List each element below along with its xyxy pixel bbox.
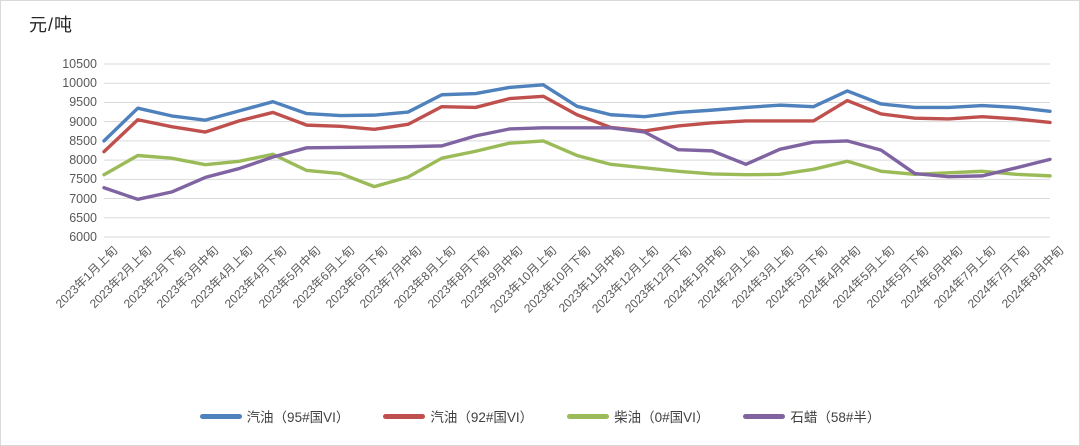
- line-gasoline-92: [102, 94, 1052, 154]
- line-gasoline-95: [102, 83, 1052, 143]
- legend-item-gasoline-92: 汽油（92#国VI）: [383, 406, 533, 426]
- y-axis-tick-label: 6000: [69, 230, 97, 244]
- y-axis-tick-label: 10000: [62, 76, 97, 91]
- legend-label: 石蜡（58#半）: [790, 410, 881, 425]
- gridlines: [104, 63, 1050, 238]
- legend-line-swatch-icon: [743, 413, 786, 419]
- y-axis-tick-label: 9500: [69, 95, 97, 110]
- y-axis-tick-label: 8000: [69, 153, 97, 168]
- legend-item-paraffin-58: 石蜡（58#半）: [743, 406, 880, 426]
- chart-legend: 汽油（95#国VI） 汽油（92#国VI） 柴油（0#国VI） 石蜡（58#半）: [1, 406, 1079, 426]
- line-paraffin-58: [102, 126, 1052, 202]
- legend-item-gasoline-95: 汽油（95#国VI）: [199, 406, 350, 426]
- legend-label: 汽油（92#国VI）: [430, 410, 534, 425]
- legend-line-swatch-icon: [567, 413, 610, 419]
- y-axis-tick-label: 7500: [69, 172, 97, 187]
- line-diesel-0: [102, 139, 1052, 189]
- y-axis-tick-label: 7000: [69, 191, 97, 206]
- y-axis-tick-label: 10500: [62, 57, 97, 71]
- legend-line-swatch-icon: [199, 413, 242, 419]
- y-axis-tick-label: 6500: [69, 210, 97, 225]
- y-axis-unit-title: 元/吨: [29, 15, 74, 35]
- legend-label: 柴油（0#国VI）: [614, 410, 710, 425]
- y-axis-tick-label: 8500: [69, 133, 97, 148]
- legend-item-diesel-0: 柴油（0#国VI）: [567, 406, 709, 426]
- legend-line-swatch-icon: [383, 413, 426, 419]
- legend-label: 汽油（95#国VI）: [246, 410, 350, 425]
- y-axis-tick-label: 9000: [69, 114, 97, 129]
